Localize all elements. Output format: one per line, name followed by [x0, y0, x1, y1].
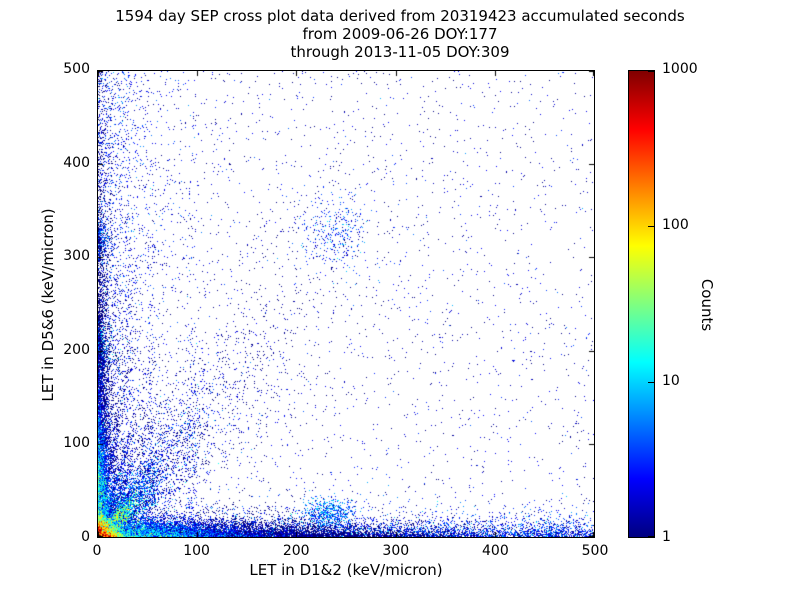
colorbar-tick-label: 1000	[662, 61, 698, 77]
colorbar-label: Counts	[698, 278, 716, 332]
x-tick-label: 400	[482, 543, 509, 559]
y-tick-label: 0	[81, 529, 90, 545]
y-tick-label: 400	[63, 154, 90, 171]
x-tick-label: 300	[382, 543, 410, 559]
colorbar-tick-label: 100	[662, 217, 689, 233]
colorbar-tick-mark	[648, 226, 654, 227]
y-tick-label: 200	[63, 341, 90, 358]
x-axis-label: LET in D1&2 (keV/micron)	[249, 561, 443, 579]
y-tick-label: 500	[63, 61, 90, 77]
y-tick-label: 300	[63, 248, 90, 265]
x-tick-label: 500	[581, 543, 609, 559]
x-tick-label: 100	[183, 543, 210, 559]
colorbar	[628, 70, 655, 538]
colorbar-tick-mark	[648, 71, 654, 72]
chart-title-line2: from 2009-06-26 DOY:177	[302, 25, 498, 43]
colorbar-tick-label: 1	[662, 529, 671, 545]
x-tick-label: 200	[282, 543, 310, 559]
y-tick-label: 100	[63, 435, 90, 452]
scatter-heatmap-canvas	[98, 71, 594, 537]
colorbar-tick-mark	[648, 382, 654, 383]
colorbar-tick-label: 10	[662, 373, 680, 389]
x-tick-label: 0	[92, 543, 102, 559]
colorbar-tick-mark	[648, 536, 654, 537]
plot-area	[97, 70, 595, 538]
y-axis-label: LET in D5&6 (keV/micron)	[39, 208, 57, 402]
chart-title-line1: 1594 day SEP cross plot data derived fro…	[115, 7, 685, 25]
chart-title-line3: through 2013-11-05 DOY:309	[290, 43, 510, 61]
